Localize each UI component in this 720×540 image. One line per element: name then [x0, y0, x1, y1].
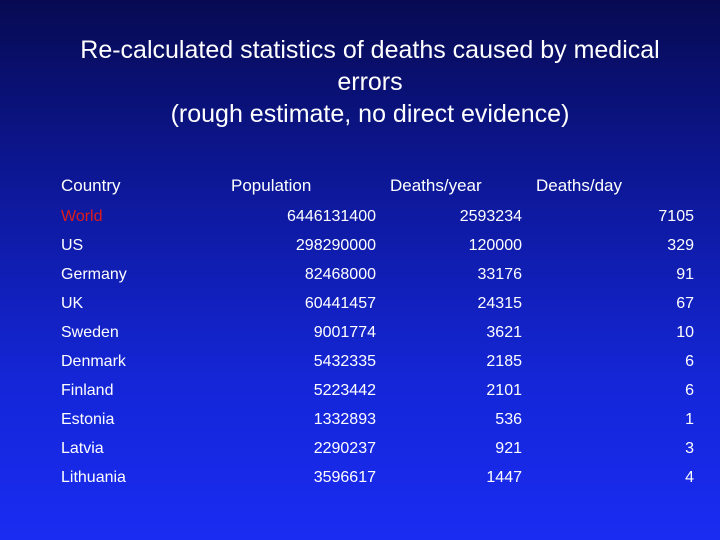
country-cell: Denmark [61, 352, 126, 370]
population-cell: 2290237 [313, 439, 376, 457]
deaths-day-cell: 10 [676, 323, 694, 341]
population-cell: 82468000 [304, 265, 376, 283]
deaths-year-cell: 2593234 [459, 207, 522, 225]
table-row: Lithuania 3596617 1447 4 [52, 463, 694, 492]
country-cell: UK [61, 294, 84, 312]
deaths-year-cell: 921 [495, 439, 522, 457]
deaths-year-cell: 1447 [486, 468, 522, 486]
population-cell: 298290000 [295, 236, 376, 254]
table-row: Finland 5223442 2101 6 [52, 376, 694, 405]
population-cell: 6446131400 [287, 207, 376, 225]
table-row: Latvia 2290237 921 3 [52, 434, 694, 463]
deaths-day-cell: 91 [676, 265, 694, 283]
title-line-3: (rough estimate, no direct evidence) [170, 100, 570, 128]
header-population: Population [231, 176, 312, 195]
header-deaths-day: Deaths/day [536, 176, 622, 195]
deaths-year-cell: 3621 [486, 323, 522, 341]
deaths-day-cell: 329 [667, 236, 694, 254]
population-cell: 3596617 [313, 468, 376, 486]
table-row: Germany 82468000 33176 91 [52, 260, 694, 289]
table-body: World 6446131400 2593234 7105 US 298290000 120… [52, 202, 694, 492]
deaths-day-cell: 6 [685, 381, 694, 399]
table-row: Sweden 9001774 3621 10 [52, 318, 694, 347]
header-country: Country [61, 176, 121, 195]
country-cell: Estonia [61, 410, 115, 428]
population-cell: 9001774 [313, 323, 376, 341]
deaths-day-cell: 7105 [658, 207, 694, 225]
deaths-year-cell: 24315 [477, 294, 523, 312]
deaths-year-cell: 33176 [477, 265, 523, 283]
table-row: World 6446131400 2593234 7105 [52, 202, 694, 231]
deaths-day-cell: 6 [685, 352, 694, 370]
title-line-2: errors [337, 68, 403, 96]
deaths-day-cell: 3 [685, 439, 694, 457]
header-deaths-year: Deaths/year [390, 176, 482, 195]
deaths-year-cell: 120000 [468, 236, 522, 254]
deaths-year-cell: 2185 [486, 352, 522, 370]
statistics-table: Country Population Deaths/year Deaths/da… [52, 170, 694, 492]
country-cell: Germany [61, 265, 127, 283]
table-row: Estonia 1332893 536 1 [52, 405, 694, 434]
country-cell: World [61, 207, 103, 225]
population-cell: 5432335 [313, 352, 376, 370]
table-header-row: Country Population Deaths/year Deaths/da… [52, 170, 694, 202]
deaths-year-cell: 2101 [486, 381, 522, 399]
population-cell: 1332893 [313, 410, 376, 428]
country-cell: Finland [61, 381, 114, 399]
deaths-day-cell: 67 [676, 294, 694, 312]
table-row: UK 60441457 24315 67 [52, 289, 694, 318]
country-cell: Lithuania [61, 468, 126, 486]
table-row: US 298290000 120000 329 [52, 231, 694, 260]
title-line-1: Re-calculated statistics of deaths cause… [80, 36, 660, 64]
slide-title: Re-calculated statistics of deaths cause… [0, 34, 720, 130]
deaths-day-cell: 4 [685, 468, 694, 486]
deaths-year-cell: 536 [495, 410, 522, 428]
population-cell: 5223442 [313, 381, 376, 399]
deaths-day-cell: 1 [685, 410, 694, 428]
country-cell: Latvia [61, 439, 104, 457]
country-cell: Sweden [61, 323, 119, 341]
country-cell: US [61, 236, 84, 254]
table-row: Denmark 5432335 2185 6 [52, 347, 694, 376]
population-cell: 60441457 [304, 294, 376, 312]
